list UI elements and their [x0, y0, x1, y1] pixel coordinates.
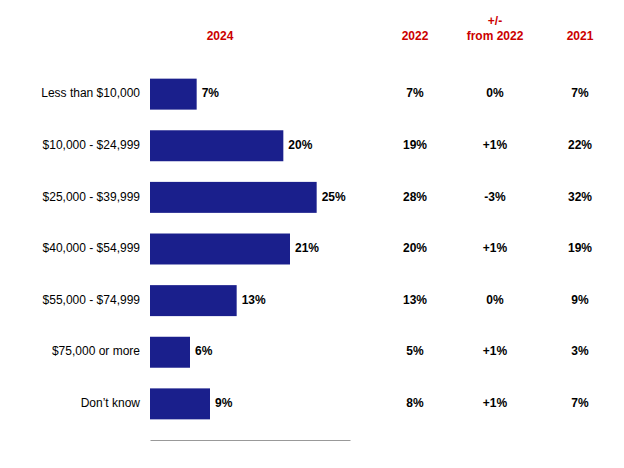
column-cell: 7%	[571, 396, 589, 410]
column-cell: 20%	[403, 241, 427, 255]
column-header: 2021	[567, 29, 594, 43]
column-cell: 0%	[486, 293, 504, 307]
column-header: 2022	[402, 29, 429, 43]
column-cell: 8%	[406, 396, 424, 410]
column-cell: 7%	[406, 86, 424, 100]
data-label: 9%	[215, 396, 233, 410]
data-label: 20%	[288, 138, 312, 152]
column-cell: 32%	[568, 190, 592, 204]
bars	[150, 79, 317, 420]
table: 2024 2022 7% 19% 28% 20% 13% 5% 8% +/-from 2022 0%…	[207, 14, 594, 410]
x-axis	[151, 440, 351, 441]
category-label: $10,000 - $24,999	[43, 138, 141, 152]
column-header: 2024	[207, 29, 234, 43]
column-cell: 22%	[568, 138, 592, 152]
bar	[150, 388, 210, 419]
column-cell: 3%	[571, 344, 589, 358]
column-cell: 13%	[403, 293, 427, 307]
column-cell: 7%	[571, 86, 589, 100]
data-label: 7%	[202, 86, 220, 100]
category-labels: Less than $10,000 $10,000 - $24,999 $25,00…	[41, 86, 140, 410]
bar	[150, 79, 197, 110]
bar	[150, 234, 290, 265]
column-header: +/-	[488, 14, 502, 28]
bar	[150, 285, 237, 316]
bar	[150, 182, 317, 213]
column-cell: +1%	[483, 396, 508, 410]
column-cell: 19%	[403, 138, 427, 152]
data-label: 13%	[242, 293, 266, 307]
column-cell: 5%	[406, 344, 424, 358]
column-cell: +1%	[483, 344, 508, 358]
category-label: $55,000 - $74,999	[43, 293, 141, 307]
column-header: from 2022	[467, 29, 524, 43]
column-cell: +1%	[483, 138, 508, 152]
column-cell: 9%	[571, 293, 589, 307]
data-label: 6%	[195, 344, 213, 358]
column-cell: 28%	[403, 190, 427, 204]
column-cell: -3%	[484, 190, 506, 204]
chart: Less than $10,000 $10,000 - $24,999 $25,00…	[0, 0, 624, 468]
bar	[150, 130, 283, 161]
data-label: 21%	[295, 241, 319, 255]
data-label: 25%	[322, 190, 346, 204]
axis-line	[151, 440, 351, 441]
bar	[150, 337, 190, 368]
category-label: $40,000 - $54,999	[43, 241, 141, 255]
data-labels: 7% 20% 25% 21% 13% 6% 9%	[195, 86, 346, 410]
category-label: Less than $10,000	[41, 86, 140, 100]
column-cell: +1%	[483, 241, 508, 255]
category-label: $75,000 or more	[52, 344, 140, 358]
category-label: $25,000 - $39,999	[43, 190, 141, 204]
category-label: Don’t know	[81, 396, 141, 410]
column-cell: 19%	[568, 241, 592, 255]
column-cell: 0%	[486, 86, 504, 100]
